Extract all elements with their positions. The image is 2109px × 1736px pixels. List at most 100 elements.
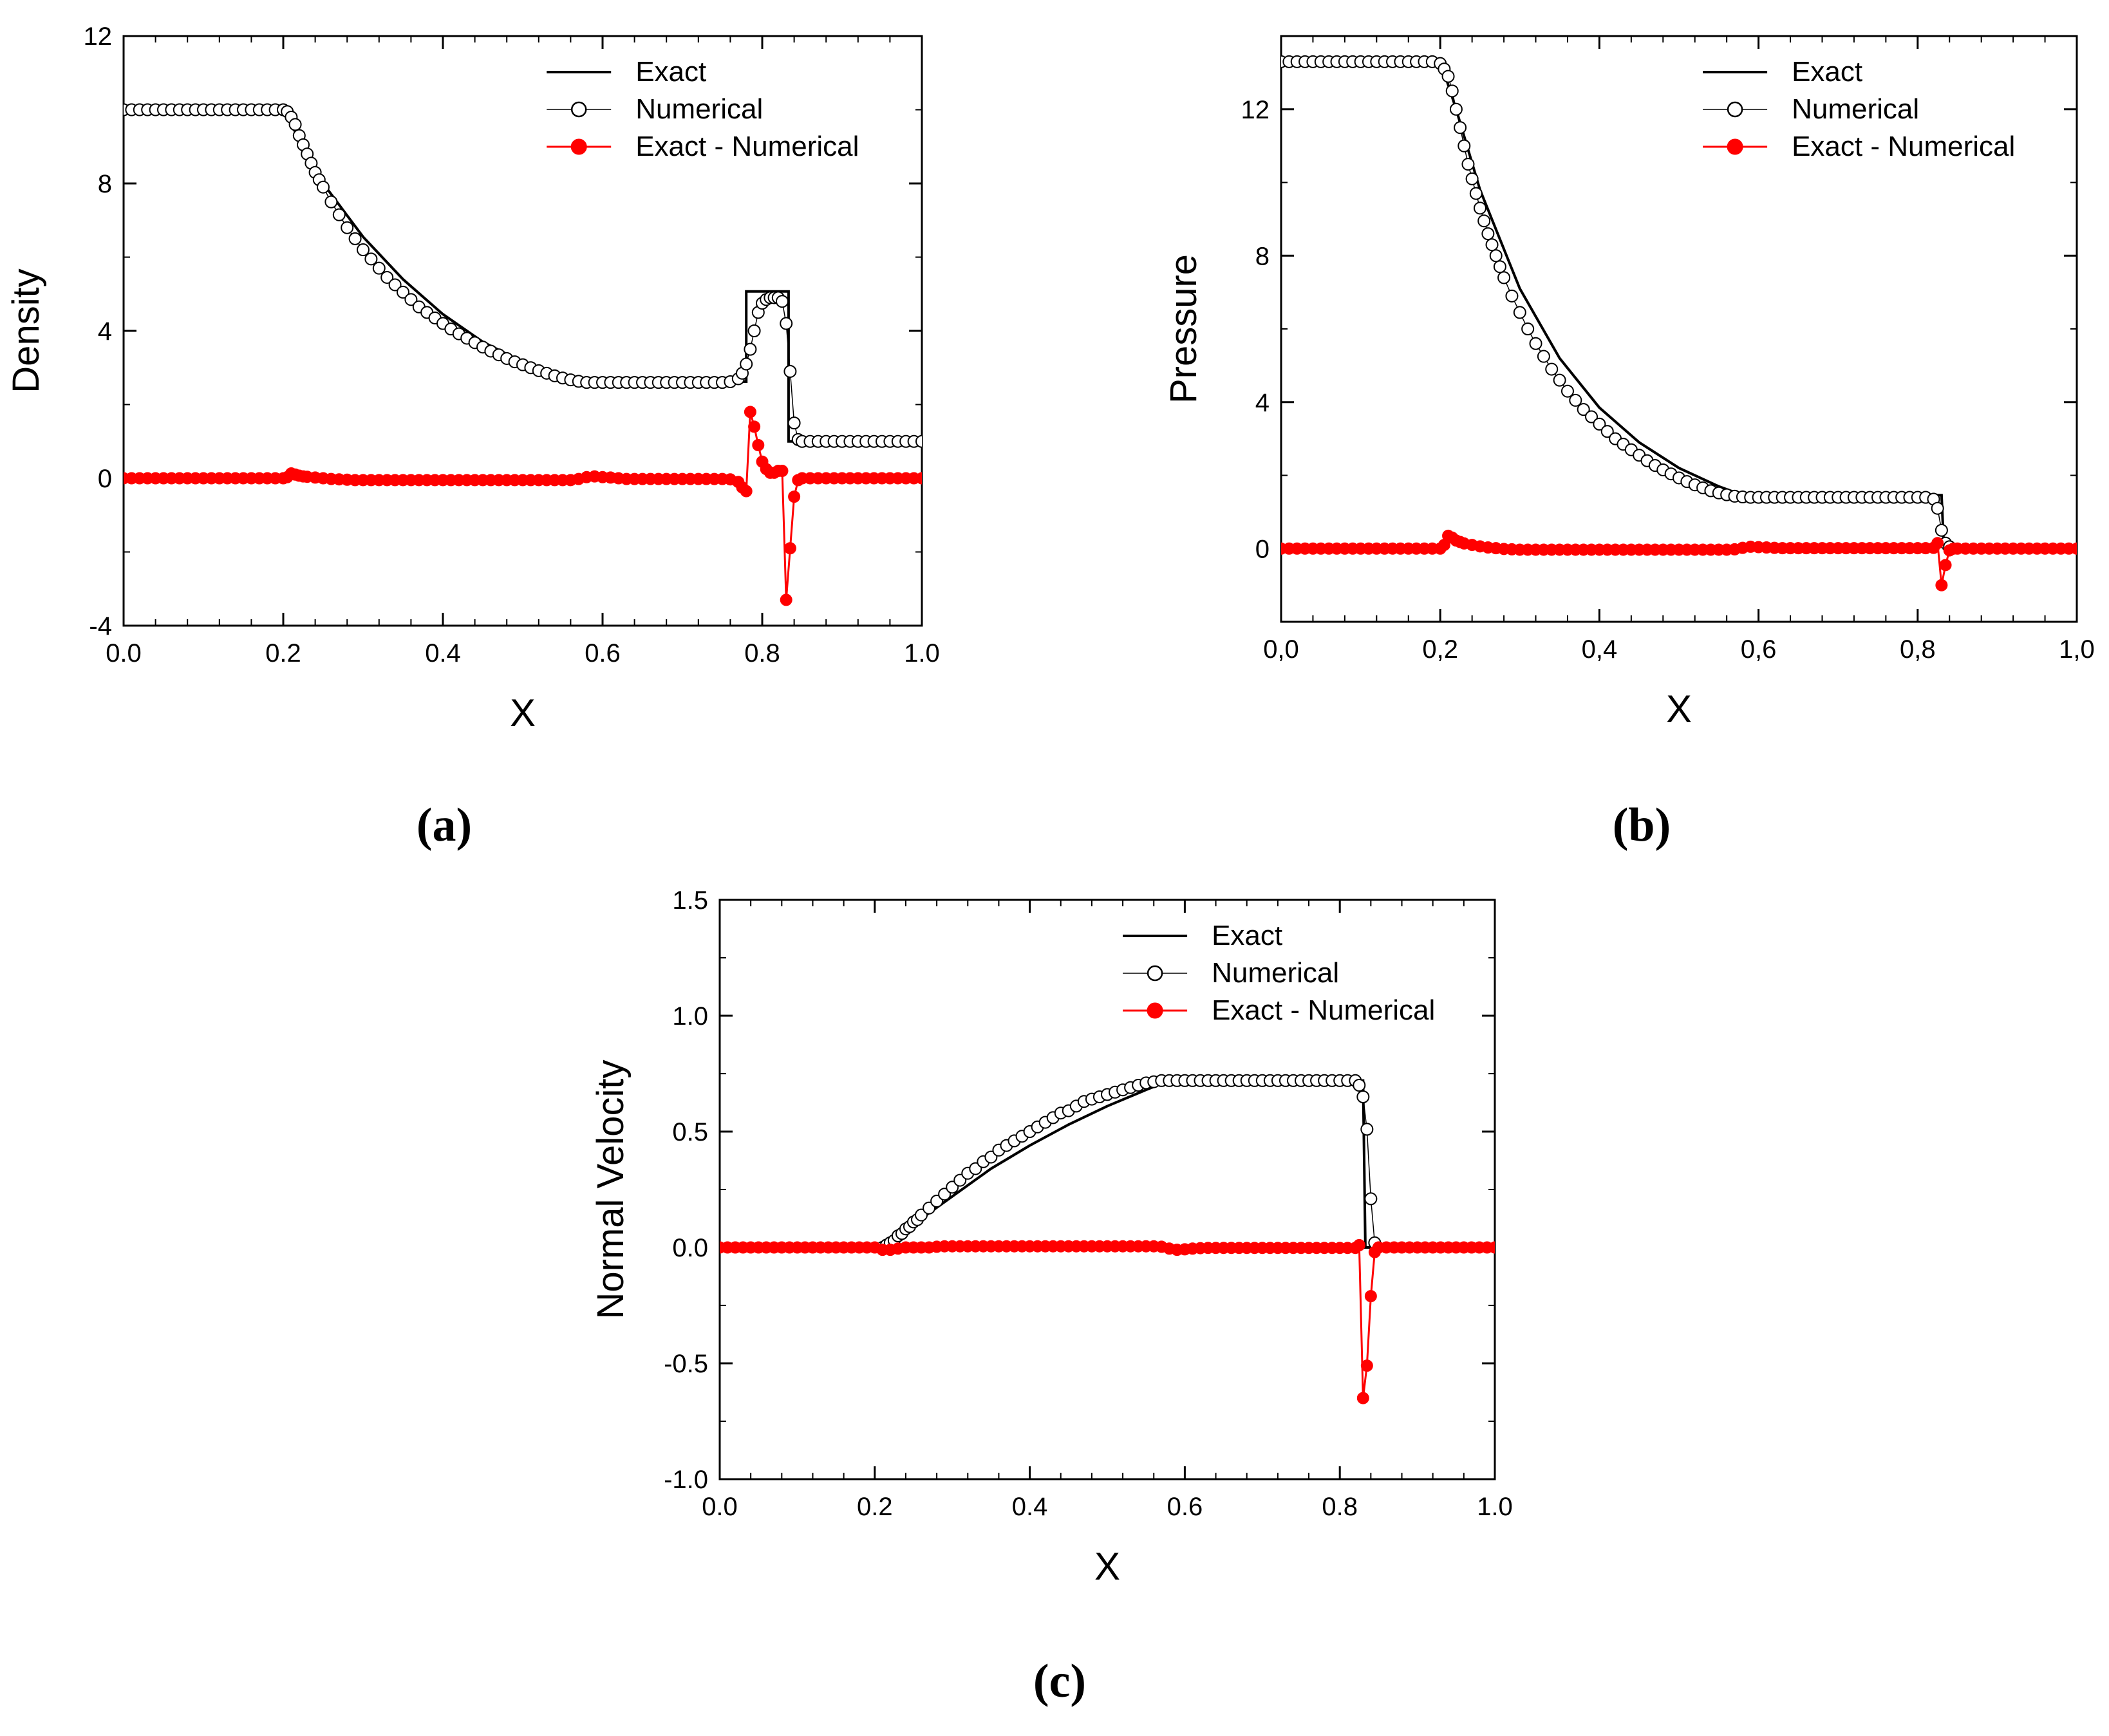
numerical-point xyxy=(1577,403,1590,416)
numerical-point xyxy=(1353,1079,1366,1092)
x-axis-title: X xyxy=(510,691,536,734)
legend-label: Exact xyxy=(635,56,706,88)
numerical-point xyxy=(348,232,362,245)
plot-frame xyxy=(122,35,923,627)
x-axis-title: X xyxy=(1094,1545,1120,1588)
series-numerical-line xyxy=(882,1080,1376,1248)
error-point xyxy=(1356,1392,1369,1405)
numerical-point xyxy=(1469,187,1483,200)
error-point xyxy=(1939,559,1952,572)
x-tick-label: 0,0 xyxy=(1263,635,1299,664)
numerical-point xyxy=(915,434,922,448)
error-point xyxy=(744,406,756,418)
y-tick-label: 0 xyxy=(1255,535,1270,563)
y-tick-label: 8 xyxy=(98,170,112,198)
y-tick-label: -4 xyxy=(89,612,112,640)
numerical-point xyxy=(1585,410,1598,424)
legend-numerical-swatch-marker xyxy=(1727,101,1743,118)
error-point xyxy=(776,465,789,478)
numerical-point xyxy=(776,295,789,308)
y-axis-title: Normal Velocity xyxy=(590,1060,632,1320)
numerical-point xyxy=(747,324,761,337)
x-tick-label: 1.0 xyxy=(904,639,940,667)
y-tick-label: 4 xyxy=(1255,389,1270,417)
numerical-point xyxy=(341,221,354,234)
y-tick-label: 12 xyxy=(1241,96,1270,124)
numerical-point xyxy=(1454,121,1467,135)
x-tick-label: 0.0 xyxy=(702,1493,738,1521)
legend-label: Exact - Numerical xyxy=(1212,994,1435,1026)
numerical-point xyxy=(740,357,753,371)
numerical-point xyxy=(787,416,801,430)
x-tick-label: 0.0 xyxy=(106,639,142,667)
numerical-point xyxy=(1441,70,1455,83)
numerical-point xyxy=(1593,417,1606,431)
numerical-point xyxy=(783,364,797,378)
x-tick-label: 1,0 xyxy=(2059,635,2095,664)
numerical-point xyxy=(1458,139,1471,153)
numerical-point xyxy=(780,317,793,330)
numerical-point xyxy=(1445,84,1459,98)
plot-frame xyxy=(1280,35,2078,623)
numerical-point xyxy=(372,261,386,275)
x-tick-label: 0.4 xyxy=(1012,1493,1048,1521)
legend-label: Exact - Numerical xyxy=(1792,131,2015,162)
legend-label: Numerical xyxy=(635,93,763,125)
numerical-point xyxy=(1461,158,1475,171)
x-tick-label: 0.8 xyxy=(744,639,780,667)
x-tick-label: 0,2 xyxy=(1422,635,1458,664)
numerical-point xyxy=(1521,322,1535,335)
numerical-point xyxy=(1356,1090,1370,1103)
legend-error-swatch-marker xyxy=(570,138,587,155)
error-point xyxy=(915,472,922,485)
y-tick-label: 1.0 xyxy=(672,1002,708,1031)
error-point xyxy=(783,542,796,555)
numerical-point xyxy=(1935,523,1948,537)
numerical-point xyxy=(744,342,757,356)
numerical-point xyxy=(1364,1192,1378,1206)
series-error-line xyxy=(720,1243,1495,1399)
error-point xyxy=(1364,1290,1377,1303)
error-point xyxy=(748,420,761,433)
numerical-point xyxy=(332,208,346,221)
error-point xyxy=(2070,542,2077,555)
numerical-point xyxy=(357,243,370,257)
x-axis-title: X xyxy=(1666,687,1692,731)
numerical-point xyxy=(1600,425,1614,438)
legend-numerical-swatch-marker xyxy=(1147,965,1163,982)
x-tick-label: 0.6 xyxy=(585,639,621,667)
legend: Exact Numerical Exact - Numerical xyxy=(547,56,859,162)
numerical-point xyxy=(1505,289,1519,303)
x-tick-label: 0,6 xyxy=(1741,635,1777,664)
numerical-point xyxy=(1360,1123,1374,1136)
x-tick-label: 1.0 xyxy=(1477,1493,1513,1521)
series-layer xyxy=(1281,55,2077,592)
error-point xyxy=(752,438,765,451)
error-point xyxy=(740,485,753,498)
numerical-point xyxy=(1561,384,1574,398)
legend-label: Exact xyxy=(1792,56,1862,88)
legend-label: Numerical xyxy=(1212,957,1339,989)
chart-c: 0.0 0.2 0.4 0.6 0.8 1.0 -1.0 -0.5 0.0 0.5 1.0 1.5 X N… xyxy=(590,886,1513,1588)
y-tick-label: 0.0 xyxy=(672,1234,708,1262)
numerical-point xyxy=(388,278,402,292)
x-tick-label: 0,4 xyxy=(1582,635,1618,664)
numerical-point xyxy=(1489,249,1503,263)
x-tick-label: 0.6 xyxy=(1167,1493,1203,1521)
y-axis-title: Density xyxy=(5,268,47,393)
numerical-point xyxy=(1477,214,1491,228)
numerical-point xyxy=(1931,501,1944,515)
error-point xyxy=(1360,1359,1373,1372)
y-tick-label: 8 xyxy=(1255,242,1270,270)
y-axis-title: Pressure xyxy=(1163,254,1204,404)
caption-b: (b) xyxy=(1612,799,1671,852)
y-tick-label: -0.5 xyxy=(664,1350,708,1378)
caption-c: (c) xyxy=(1033,1655,1087,1708)
numerical-point xyxy=(397,285,409,299)
error-point xyxy=(1353,1238,1365,1251)
chart-b: 0,0 0,2 0,4 0,6 0,8 1,0 0 4 8 12 X Pressure Exact Num… xyxy=(1163,35,2095,731)
numerical-point xyxy=(1513,306,1526,319)
x-tick-label: 0.4 xyxy=(425,639,461,667)
